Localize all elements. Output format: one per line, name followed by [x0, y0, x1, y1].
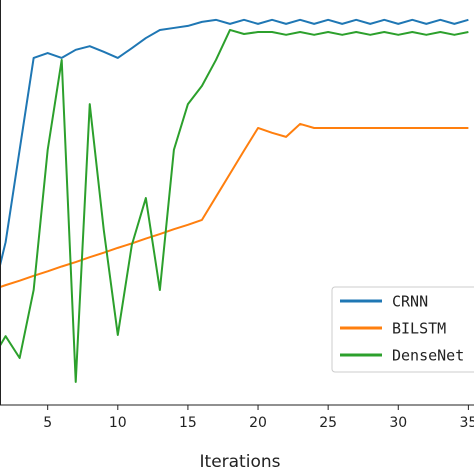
legend-box [331, 286, 474, 373]
series-line [0, 18, 469, 270]
x-axis-label: Iterations [200, 452, 281, 472]
x-tick-label: 30 [389, 415, 407, 431]
series-line [0, 28, 469, 383]
legend-label: BILSTM [392, 320, 446, 338]
x-tick-label: 15 [179, 415, 197, 431]
x-tick-label: 20 [249, 415, 267, 431]
x-tick-label: 25 [319, 415, 337, 431]
x-tick-label: 10 [109, 415, 127, 431]
x-tick-label: 35 [459, 415, 474, 431]
legend-label: CRNN [392, 293, 428, 311]
x-tick-label: 5 [43, 415, 52, 431]
legend: CRNN BILSTM DenseNet [331, 286, 474, 373]
legend-label: DenseNet [392, 347, 464, 365]
plot-area [0, 18, 469, 383]
